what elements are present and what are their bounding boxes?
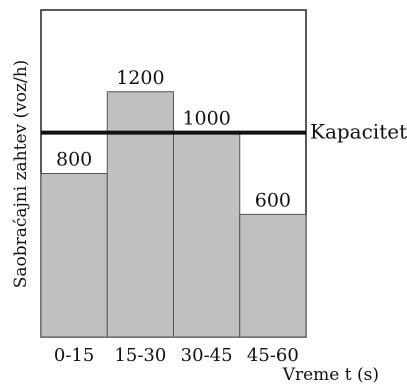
x-tick-label-30-45: 30-45 [181,345,233,366]
bar-30-45 [173,132,241,338]
value-label-45-60: 600 [255,189,291,211]
value-label-15-30: 1200 [116,67,164,89]
x-axis-label: Vreme t (s) [282,365,379,385]
bar-45-60 [239,213,307,338]
x-tick-labels-group: 0-15 15-30 30-45 45-60 [54,345,299,366]
x-tick-label-45-60: 45-60 [247,345,299,366]
y-axis-label: Saobraćajni zahtev (voz/h) [11,60,31,289]
capacity-label: Kapacitet [310,120,407,144]
value-labels-group: 800 1200 1000 600 [56,67,291,212]
bar-15-30 [106,91,174,338]
x-tick-label-0-15: 0-15 [54,345,94,366]
x-tick-label-15-30: 15-30 [114,345,166,366]
value-label-0-15: 800 [56,149,92,171]
bar-0-15 [40,173,108,338]
bars-group [40,91,307,338]
value-label-30-45: 1000 [182,108,230,130]
